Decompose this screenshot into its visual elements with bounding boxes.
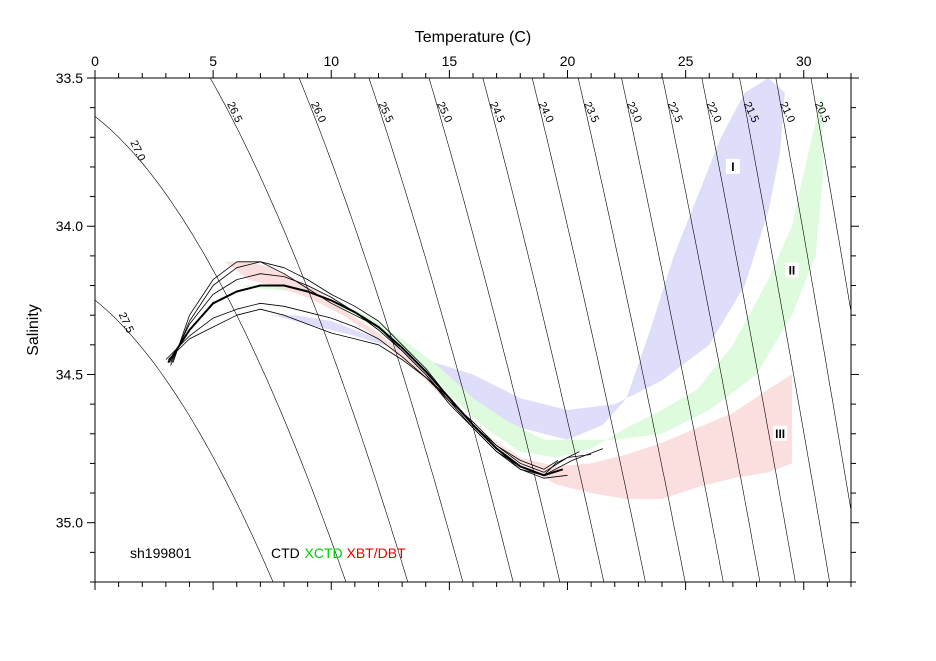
ctd-profile-5	[167, 308, 559, 470]
isopycnal-label-24.5: 24.5	[487, 100, 507, 124]
x-tick-label: 0	[91, 53, 99, 69]
isopycnal-label-23.5: 23.5	[581, 100, 601, 124]
x-tick-label: 25	[678, 53, 694, 69]
isopycnal-label-26.0: 26.0	[308, 100, 328, 124]
legend-item-xctd: XCTD	[305, 545, 343, 561]
ctd-profile-4	[172, 261, 580, 476]
isopycnal-label-24.0: 24.0	[536, 100, 556, 124]
isopycnal-line-27.0	[95, 116, 347, 582]
isopycnal-line-23.0	[621, 78, 724, 582]
region-label-bg	[784, 262, 799, 278]
isopycnal-label-25.5: 25.5	[375, 100, 395, 124]
isopycnal-line-21.0	[775, 78, 851, 513]
region-label-1: I	[731, 160, 734, 174]
x-tick-label: 5	[209, 53, 217, 69]
region-label-3: III	[775, 427, 785, 441]
isopycnal-label-26.5: 26.5	[224, 100, 244, 124]
region-label-bg	[773, 425, 788, 441]
y-tick-label: 34.5	[56, 366, 83, 382]
station-label: sh199801	[130, 545, 192, 561]
region-label-bg	[725, 158, 740, 174]
legend-item-xbt-dbt: XBT/DBT	[347, 545, 407, 561]
y-tick-label: 35.0	[56, 515, 83, 531]
ctd-profiles	[165, 261, 604, 479]
x-axis-title: Temperature (C)	[415, 29, 531, 46]
legend-item-ctd: CTD	[271, 545, 300, 561]
isopycnal-line-26.5	[209, 78, 409, 582]
isopycnal-label-22.5: 22.5	[665, 100, 685, 124]
isopycnal-line-25.5	[368, 78, 514, 582]
isopycnal-line-25.0	[428, 78, 561, 582]
isopycnal-label-27.5: 27.5	[116, 311, 136, 335]
y-tick-label: 33.5	[56, 70, 83, 86]
isopycnal-label-27.0: 27.0	[127, 139, 147, 163]
ctd-profile-3	[165, 302, 592, 473]
isopycnal-line-20.5	[810, 78, 851, 314]
isopycnal-label-23.0: 23.0	[624, 100, 644, 124]
x-tick-label: 30	[796, 53, 812, 69]
region-envelope-1	[236, 78, 785, 440]
isopycnal-label-25.0: 25.0	[434, 100, 454, 124]
ctd-profile-2	[170, 261, 568, 479]
isopycnal-line-27.5	[95, 299, 274, 582]
isopycnal-label-22.0: 22.0	[704, 100, 724, 124]
x-tick-label: 10	[323, 53, 339, 69]
isopycnal-line-21.5	[739, 78, 830, 582]
y-axis-title: Salinity	[25, 304, 42, 356]
region-label-2: II	[789, 264, 796, 278]
x-tick-label: 15	[442, 53, 458, 69]
isopycnal-line-22.5	[662, 78, 761, 582]
y-tick-label: 34.0	[56, 218, 83, 234]
ctd-profile-6	[170, 273, 604, 476]
isopycnal-label-20.5: 20.5	[812, 100, 832, 124]
legend: CTD XCTD XBT/DBT	[271, 545, 406, 561]
isopycnal-line-23.5	[577, 78, 686, 582]
isopycnal-line-22.0	[701, 78, 796, 582]
isopycnal-line-24.0	[531, 78, 646, 582]
x-tick-label: 20	[560, 53, 576, 69]
isopycnal-line-24.5	[482, 78, 605, 582]
isopycnal-line-26.0	[298, 78, 464, 582]
axis-ticks: 0 5 10 15 20 25 30 33.5 34.0 34.5 35.0	[56, 53, 859, 590]
